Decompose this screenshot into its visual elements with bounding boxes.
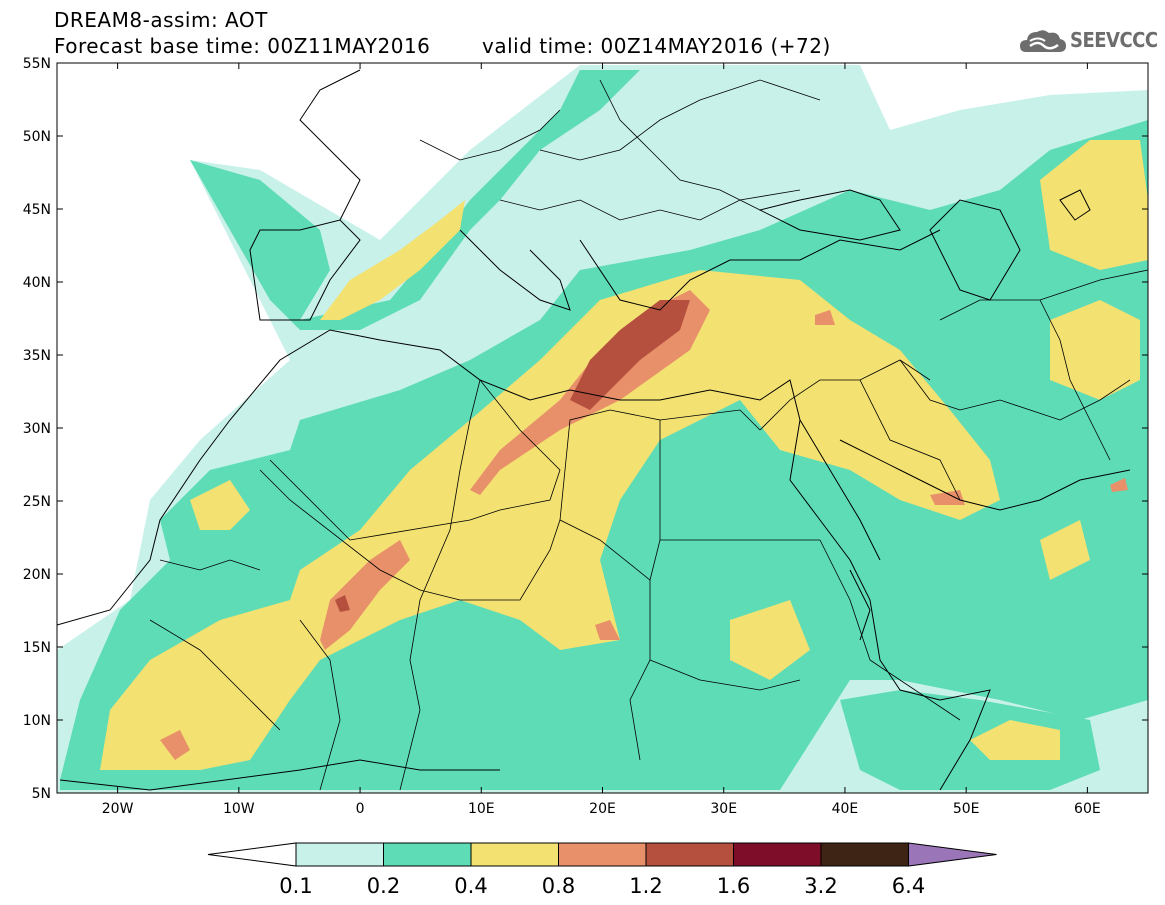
- lat-tick-label: 50N: [23, 129, 51, 145]
- lon-tick-label: 10E: [468, 801, 495, 817]
- colorbar-low-arrow: [207, 842, 297, 867]
- lat-tick-label: 5N: [32, 786, 51, 802]
- colorbar-label: 3.2: [804, 874, 837, 898]
- aot-contour-1.2: [335, 300, 690, 612]
- colorbar-bin: [295, 842, 384, 867]
- colorbar-bin: [470, 842, 559, 867]
- colorbar-label: 1.2: [629, 874, 662, 898]
- axis-ticks: 20W 10W 0 10E 20E 30E 40E 50E 60E 5N 10N 15N 20N 25N 3…: [23, 56, 1148, 817]
- coastlines: [57, 69, 1131, 791]
- base-time-label: Forecast base time: 00Z11MAY2016: [54, 34, 431, 58]
- lon-tick-label: 40E: [832, 801, 859, 817]
- colorbar-label: 0.4: [454, 874, 487, 898]
- country-borders: [149, 79, 1148, 791]
- lat-tick-label: 30N: [23, 421, 51, 437]
- colorbar: 0.1 0.2 0.4 0.8 1.2 1.6 3.2 6.4: [207, 842, 997, 898]
- colorbar-label: 0.8: [542, 874, 575, 898]
- lat-tick-label: 40N: [23, 275, 51, 291]
- colorbar-high-arrow: [908, 842, 997, 867]
- lon-tick-label: 20E: [589, 801, 616, 817]
- colorbar-label: 6.4: [892, 874, 925, 898]
- lat-tick-label: 10N: [23, 713, 51, 729]
- logo-text: SEEVCCC: [1070, 28, 1158, 52]
- lat-tick-label: 25N: [23, 494, 51, 510]
- colorbar-bin: [558, 842, 647, 867]
- colorbar-bin: [645, 842, 734, 867]
- lon-tick-label: 10W: [223, 801, 255, 817]
- valid-time-label: valid time: 00Z14MAY2016 (+72): [482, 34, 831, 58]
- colorbar-label: 1.6: [717, 874, 750, 898]
- lon-tick-label: 30E: [710, 801, 737, 817]
- lat-tick-label: 20N: [23, 567, 51, 583]
- lon-tick-label: 60E: [1074, 801, 1101, 817]
- lon-tick-label: 0: [356, 801, 365, 817]
- lat-tick-label: 45N: [23, 202, 51, 218]
- lat-tick-label: 35N: [23, 348, 51, 364]
- lat-tick-label: 55N: [23, 56, 51, 72]
- colorbar-bin: [733, 842, 822, 867]
- map-title: DREAM8-assim: AOT: [54, 8, 268, 32]
- lon-tick-label: 20W: [102, 801, 134, 817]
- colorbar-bin: [383, 842, 472, 867]
- lat-tick-label: 15N: [23, 640, 51, 656]
- cloud-icon: [1020, 30, 1066, 52]
- colorbar-label: 0.1: [279, 874, 312, 898]
- colorbar-bin: [820, 842, 909, 867]
- seevccc-logo: SEEVCCC: [1018, 24, 1158, 58]
- lon-tick-label: 50E: [953, 801, 980, 817]
- colorbar-label: 0.2: [367, 874, 400, 898]
